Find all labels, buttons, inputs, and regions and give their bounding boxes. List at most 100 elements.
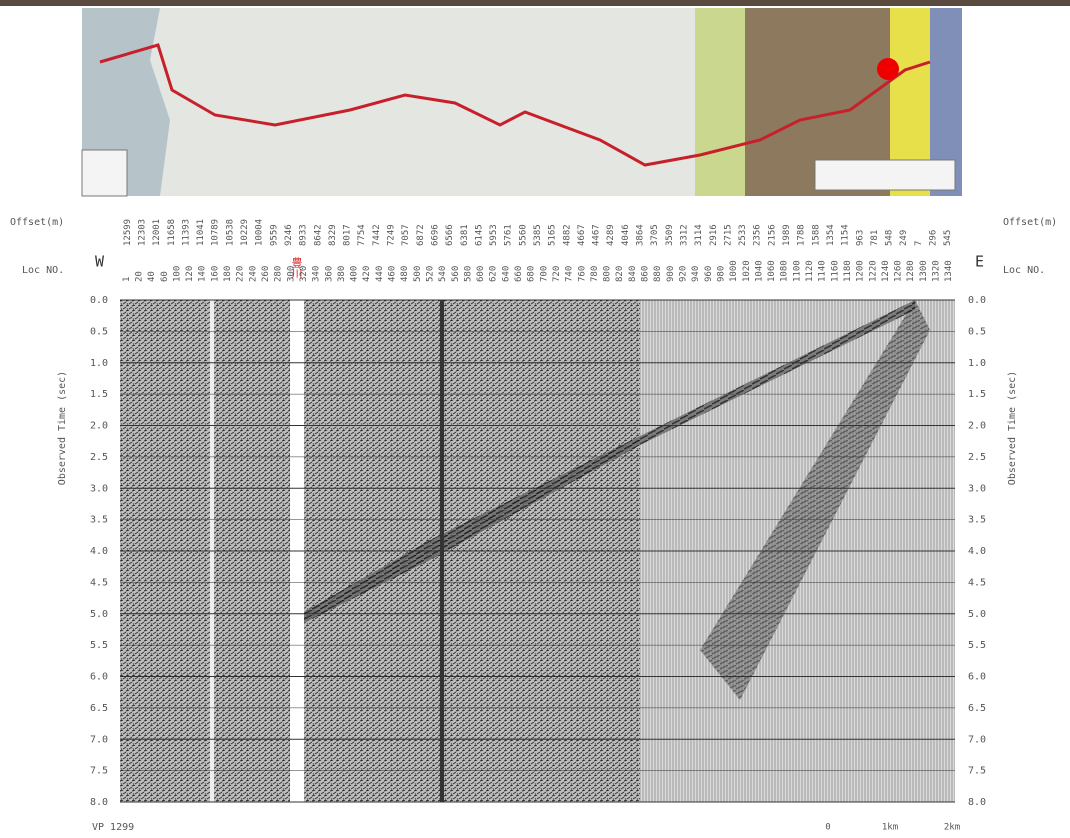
y-tick-label: 7.5 — [968, 766, 986, 777]
loc-number: 340 — [312, 266, 322, 282]
y-tick-label: 3.5 — [90, 515, 108, 526]
loc-number: 860 — [641, 266, 651, 282]
offset-number: 3312 — [679, 224, 689, 246]
loc-number: 120 — [185, 266, 195, 282]
offset-number: 10229 — [240, 219, 250, 246]
loc-number: 520 — [425, 266, 435, 282]
loc-number: 840 — [628, 266, 638, 282]
offset-number: 8017 — [343, 224, 353, 246]
loc-number: 1080 — [780, 260, 790, 282]
offset-number: 2715 — [723, 224, 733, 246]
offset-number: 6566 — [445, 224, 455, 246]
loc-number: 20 — [134, 271, 144, 282]
offset-number: 3705 — [650, 224, 660, 246]
y-tick-label: 7.0 — [90, 734, 108, 745]
loc-number: 480 — [400, 266, 410, 282]
loc-number: 680 — [527, 266, 537, 282]
loc-number: 260 — [261, 266, 271, 282]
loc-number: 100 — [172, 266, 182, 282]
west-label: W — [95, 253, 105, 271]
y-tick-label: 7.0 — [968, 734, 986, 745]
offset-number: 2916 — [709, 224, 719, 246]
y-tick-label: 4.0 — [90, 546, 108, 557]
offset-number: 6381 — [460, 224, 470, 246]
y-tick-label: 2.5 — [968, 452, 986, 463]
offset-number: 3509 — [665, 224, 675, 246]
y-tick-label: 0.5 — [968, 326, 986, 337]
offset-number: 7 — [914, 241, 924, 246]
offset-number: 6145 — [474, 224, 484, 246]
y-tick-label: 1.5 — [968, 389, 986, 400]
offset-number: 6696 — [430, 224, 440, 246]
offset-number: 8329 — [328, 224, 338, 246]
y-tick-label: 7.5 — [90, 766, 108, 777]
y-tick-label: 6.0 — [968, 672, 986, 683]
loc-number: 820 — [615, 266, 625, 282]
loc-number: 660 — [514, 266, 524, 282]
offset-number: 545 — [943, 230, 953, 246]
offset-number: 11041 — [196, 219, 206, 246]
top-bar — [0, 0, 1070, 6]
offset-number: 7754 — [357, 224, 367, 246]
loc-number: 1320 — [932, 260, 942, 282]
loc-number: 400 — [350, 266, 360, 282]
loc-number: 800 — [603, 266, 613, 282]
loc-number: 1000 — [729, 260, 739, 282]
offset-number: 2533 — [738, 224, 748, 246]
y-tick-label: 4.5 — [90, 577, 108, 588]
offset-number: 6872 — [416, 224, 426, 246]
offset-number: 11393 — [181, 219, 191, 246]
loc-number: 1020 — [742, 260, 752, 282]
figure: Offset(m) Offset(m) Loc NO. Loc NO. W E … — [0, 0, 1070, 834]
y-tick-label: 0.0 — [90, 295, 108, 306]
loc-number: 320 — [299, 266, 309, 282]
y-tick-label: 8.0 — [968, 797, 986, 808]
map — [82, 8, 962, 196]
loc-number: 600 — [476, 266, 486, 282]
offset-number: 7442 — [372, 224, 382, 246]
y-axis-title: Observed Time (sec) — [57, 371, 68, 485]
offset-label: Offset(m) — [10, 217, 64, 228]
y-tick-label: 1.0 — [968, 358, 986, 369]
loc-number: 140 — [198, 266, 208, 282]
offset-number: 12303 — [137, 219, 147, 246]
loc-number: 1140 — [818, 260, 828, 282]
loc-number: 1 — [122, 277, 132, 282]
loc-number: 440 — [375, 266, 385, 282]
offset-number: 12001 — [152, 219, 162, 246]
loc-number: 40 — [147, 271, 157, 282]
loc-label: Loc NO. — [1003, 265, 1045, 276]
loc-number: 880 — [653, 266, 663, 282]
loc-number: 740 — [565, 266, 575, 282]
y-tick-label: 5.5 — [968, 640, 986, 651]
loc-number: 1260 — [894, 260, 904, 282]
offset-number: 1154 — [841, 224, 851, 246]
y-tick-label: 3.0 — [90, 483, 108, 494]
y-tick-label: 3.5 — [968, 515, 986, 526]
loc-number: 700 — [539, 266, 549, 282]
loc-number: 900 — [666, 266, 676, 282]
loc-number: 720 — [552, 266, 562, 282]
offset-number: 9246 — [284, 224, 294, 246]
loc-number: 620 — [489, 266, 499, 282]
loc-number: 580 — [463, 266, 473, 282]
loc-number: 1160 — [830, 260, 840, 282]
y-tick-label: 6.0 — [90, 672, 108, 683]
loc-number: 280 — [274, 266, 284, 282]
offset-number: 1788 — [797, 224, 807, 246]
loc-number: 1120 — [805, 260, 815, 282]
loc-number: 920 — [678, 266, 688, 282]
y-tick-label: 4.5 — [968, 577, 986, 588]
loc-number: 500 — [413, 266, 423, 282]
offset-number: 5953 — [489, 224, 499, 246]
scale-label: 0 — [825, 823, 830, 833]
loc-number: 980 — [716, 266, 726, 282]
offset-number: 4289 — [606, 224, 616, 246]
y-tick-label: 6.5 — [90, 703, 108, 714]
y-tick-label: 2.5 — [90, 452, 108, 463]
loc-label: Loc NO. — [22, 265, 64, 276]
offset-number: 1989 — [782, 224, 792, 246]
loc-number: 760 — [577, 266, 587, 282]
east-label: E — [975, 253, 984, 271]
y-tick-label: 5.5 — [90, 640, 108, 651]
